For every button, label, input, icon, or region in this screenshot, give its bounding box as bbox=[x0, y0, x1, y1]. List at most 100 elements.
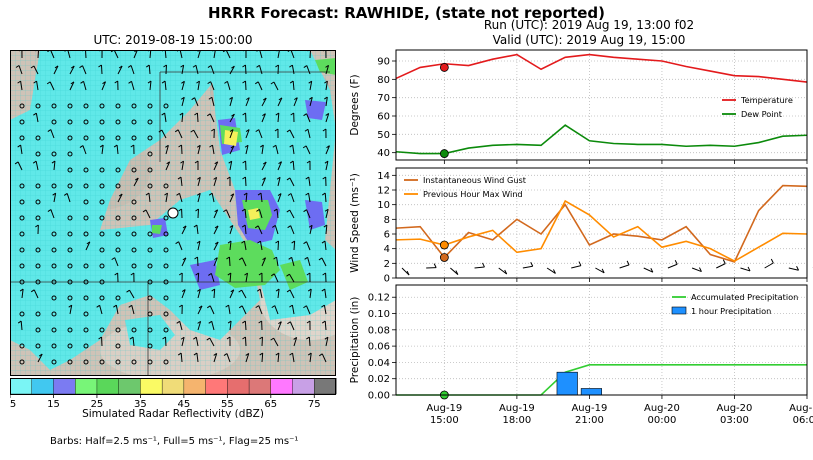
wind-barb-tick bbox=[674, 260, 678, 265]
wind-barb bbox=[213, 241, 219, 251]
wind-barb-tick bbox=[256, 288, 261, 292]
wind-barb-tick bbox=[229, 225, 234, 228]
wind-barb-tick bbox=[182, 225, 187, 229]
wind-barb-tick bbox=[242, 160, 246, 164]
wind-barb bbox=[181, 337, 185, 347]
wind-barb bbox=[321, 353, 327, 363]
y-tick-label: 90 bbox=[377, 57, 390, 68]
series-line bbox=[395, 199, 808, 263]
colorbar-tick-label: 65 bbox=[264, 399, 277, 410]
calm-wind-circle bbox=[19, 215, 25, 221]
wind-barb bbox=[306, 113, 311, 123]
calm-wind-circle bbox=[131, 135, 137, 141]
calm-wind-circle bbox=[19, 103, 25, 109]
wind-barb-tick bbox=[231, 65, 235, 69]
wind-barb-tick bbox=[161, 80, 166, 84]
wind-barb bbox=[20, 81, 23, 91]
wind-barb bbox=[229, 193, 235, 203]
wind-barb-tick bbox=[118, 193, 123, 197]
wind-barb bbox=[308, 336, 311, 347]
wind-barb-tick bbox=[241, 208, 246, 212]
wind-barb bbox=[53, 65, 59, 75]
calm-wind-circle bbox=[19, 343, 25, 349]
wind-barb-tick bbox=[102, 81, 106, 85]
wind-barb bbox=[245, 273, 249, 283]
y-tick-label: 0.04 bbox=[368, 358, 390, 369]
wind-barb-tick bbox=[289, 144, 293, 148]
wind-barb bbox=[244, 176, 247, 187]
wind-barb-tick bbox=[275, 352, 280, 356]
colorbar-swatch bbox=[205, 378, 228, 395]
colorbar-swatch bbox=[74, 378, 98, 395]
wind-barb-tick bbox=[601, 268, 605, 274]
wind-barb-tick bbox=[578, 261, 582, 266]
colorbar-tick-label: 55 bbox=[221, 399, 234, 410]
wind-barb bbox=[643, 267, 654, 273]
wind-barb-tick bbox=[241, 224, 246, 228]
wind-barb-tick bbox=[455, 270, 459, 275]
wind-barb bbox=[66, 193, 71, 203]
colorbar-swatch bbox=[10, 378, 33, 395]
y-tick-label: 50 bbox=[377, 130, 390, 141]
wind-barb-tick bbox=[260, 144, 264, 148]
wind-barb bbox=[113, 50, 119, 59]
y-tick-label: 6 bbox=[384, 230, 390, 241]
wind-barb bbox=[325, 65, 330, 75]
wind-barb bbox=[289, 177, 295, 187]
wind-barb-tick bbox=[113, 304, 117, 308]
colorbar-swatch bbox=[270, 378, 294, 395]
wind-barb-tick bbox=[208, 192, 213, 196]
colorbar-swatch bbox=[292, 378, 315, 395]
wind-barb bbox=[197, 272, 200, 283]
wind-barb-tick bbox=[214, 241, 219, 245]
wind-barb bbox=[197, 177, 201, 187]
wind-barb-tick bbox=[262, 257, 266, 261]
wind-barb-tick bbox=[289, 352, 293, 356]
wind-barb bbox=[181, 81, 185, 91]
calm-wind-circle bbox=[147, 247, 153, 253]
colorbar-swatch bbox=[248, 378, 272, 395]
wind-barb-tick bbox=[322, 176, 326, 180]
calm-wind-circle bbox=[67, 103, 73, 109]
calm-wind-circle bbox=[99, 215, 105, 221]
wind-barb bbox=[323, 305, 327, 315]
wind-barb-tick bbox=[305, 176, 310, 180]
calm-wind-circle bbox=[147, 103, 153, 109]
wind-barb-tick bbox=[99, 144, 104, 148]
wind-barb-tick bbox=[303, 209, 307, 213]
run-valid-title: Run (UTC): 2019 Aug 19, 13:00 f02 Valid … bbox=[370, 18, 808, 48]
colorbar-swatch bbox=[96, 378, 120, 395]
calm-wind-circle bbox=[163, 359, 169, 365]
wind-barb-tick bbox=[182, 257, 187, 261]
wind-barb-tick bbox=[245, 129, 250, 132]
wind-barb-tick bbox=[287, 225, 291, 229]
wind-barb-tick bbox=[227, 240, 232, 244]
calm-wind-circle bbox=[147, 183, 153, 189]
wind-barb bbox=[788, 267, 799, 271]
wind-barb-tick bbox=[180, 336, 185, 340]
wind-barb bbox=[401, 267, 410, 276]
wind-barb-tick bbox=[303, 241, 307, 245]
wind-barb-tick bbox=[229, 96, 233, 100]
y-tick-label: 14 bbox=[377, 171, 390, 182]
wind-barb bbox=[291, 257, 295, 267]
wind-barb bbox=[145, 209, 151, 219]
y-tick-label: 0.02 bbox=[368, 374, 390, 385]
wind-barb bbox=[210, 81, 215, 91]
wind-barb-tick bbox=[278, 321, 282, 325]
precip-bar bbox=[580, 388, 602, 396]
wind-barb bbox=[546, 267, 556, 274]
wind-barb bbox=[178, 241, 183, 251]
wind-barb-tick bbox=[19, 288, 24, 292]
calm-wind-circle bbox=[131, 103, 137, 109]
wind-barb-tick bbox=[14, 161, 19, 165]
calm-wind-circle bbox=[19, 247, 25, 253]
wind-barb-tick bbox=[191, 97, 195, 101]
wind-barb bbox=[50, 129, 55, 139]
calm-wind-circle bbox=[147, 311, 153, 317]
calm-wind-circle bbox=[99, 103, 105, 109]
wind-barb bbox=[197, 193, 201, 203]
calm-wind-circle bbox=[163, 327, 169, 333]
legend-swatch bbox=[671, 306, 687, 315]
wind-barb bbox=[289, 321, 295, 331]
